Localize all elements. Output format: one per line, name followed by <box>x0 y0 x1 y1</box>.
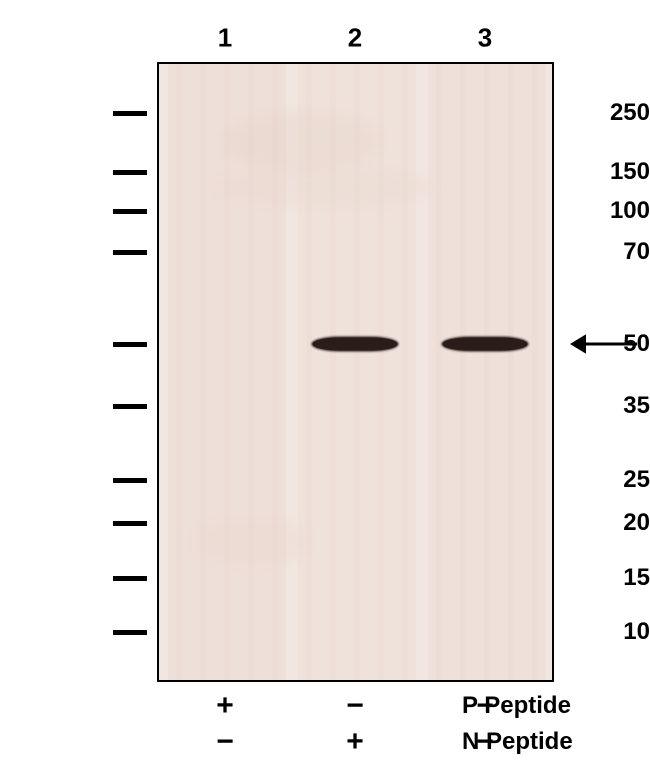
lane-streak <box>402 64 408 680</box>
mw-label-35: 35 <box>547 392 650 420</box>
lane-streak <box>508 64 514 680</box>
smudge-2 <box>192 517 312 567</box>
band-lane3-50kda <box>443 338 528 351</box>
treatment-0-1: − <box>346 691 364 721</box>
mw-label-15: 15 <box>547 564 650 592</box>
mw-tick-20 <box>113 521 147 526</box>
mw-tick-70 <box>113 250 147 255</box>
lane-streak <box>460 64 466 680</box>
lane-streak <box>224 64 230 680</box>
mw-tick-35 <box>113 404 147 409</box>
treatment-1-0: − <box>216 727 234 757</box>
mw-tick-150 <box>113 170 147 175</box>
mw-tick-15 <box>113 576 147 581</box>
blot-membrane <box>157 62 554 682</box>
mw-tick-250 <box>113 111 147 116</box>
smudge-1 <box>212 167 432 207</box>
lane-label-3: 3 <box>478 23 492 54</box>
mw-label-10: 10 <box>547 618 650 646</box>
treatment-1-1: + <box>346 727 364 757</box>
mw-label-70: 70 <box>547 238 650 266</box>
mw-label-150: 150 <box>547 158 650 186</box>
lane-streak <box>378 64 384 680</box>
mw-label-25: 25 <box>547 466 650 494</box>
lane-streak <box>176 64 182 680</box>
mw-label-100: 100 <box>547 197 650 225</box>
lane-label-1: 1 <box>218 23 232 54</box>
mw-tick-25 <box>113 478 147 483</box>
mw-tick-10 <box>113 630 147 635</box>
band-lane2-50kda <box>313 338 398 351</box>
mw-tick-100 <box>113 209 147 214</box>
lane-3-bg <box>428 64 546 680</box>
lane-streak <box>436 64 442 680</box>
treatment-rowlabel-1: N Peptide <box>462 728 573 756</box>
treatment-0-0: + <box>216 691 234 721</box>
band-arrow <box>568 328 643 360</box>
lane-label-2: 2 <box>348 23 362 54</box>
mw-label-20: 20 <box>547 509 650 537</box>
mw-tick-50 <box>113 342 147 347</box>
treatment-rowlabel-0: P Peptide <box>462 692 571 720</box>
lane-streak <box>532 64 538 680</box>
lane-streak <box>484 64 490 680</box>
mw-label-250: 250 <box>547 99 650 127</box>
smudge-0 <box>222 112 382 172</box>
lane-streak <box>200 64 206 680</box>
